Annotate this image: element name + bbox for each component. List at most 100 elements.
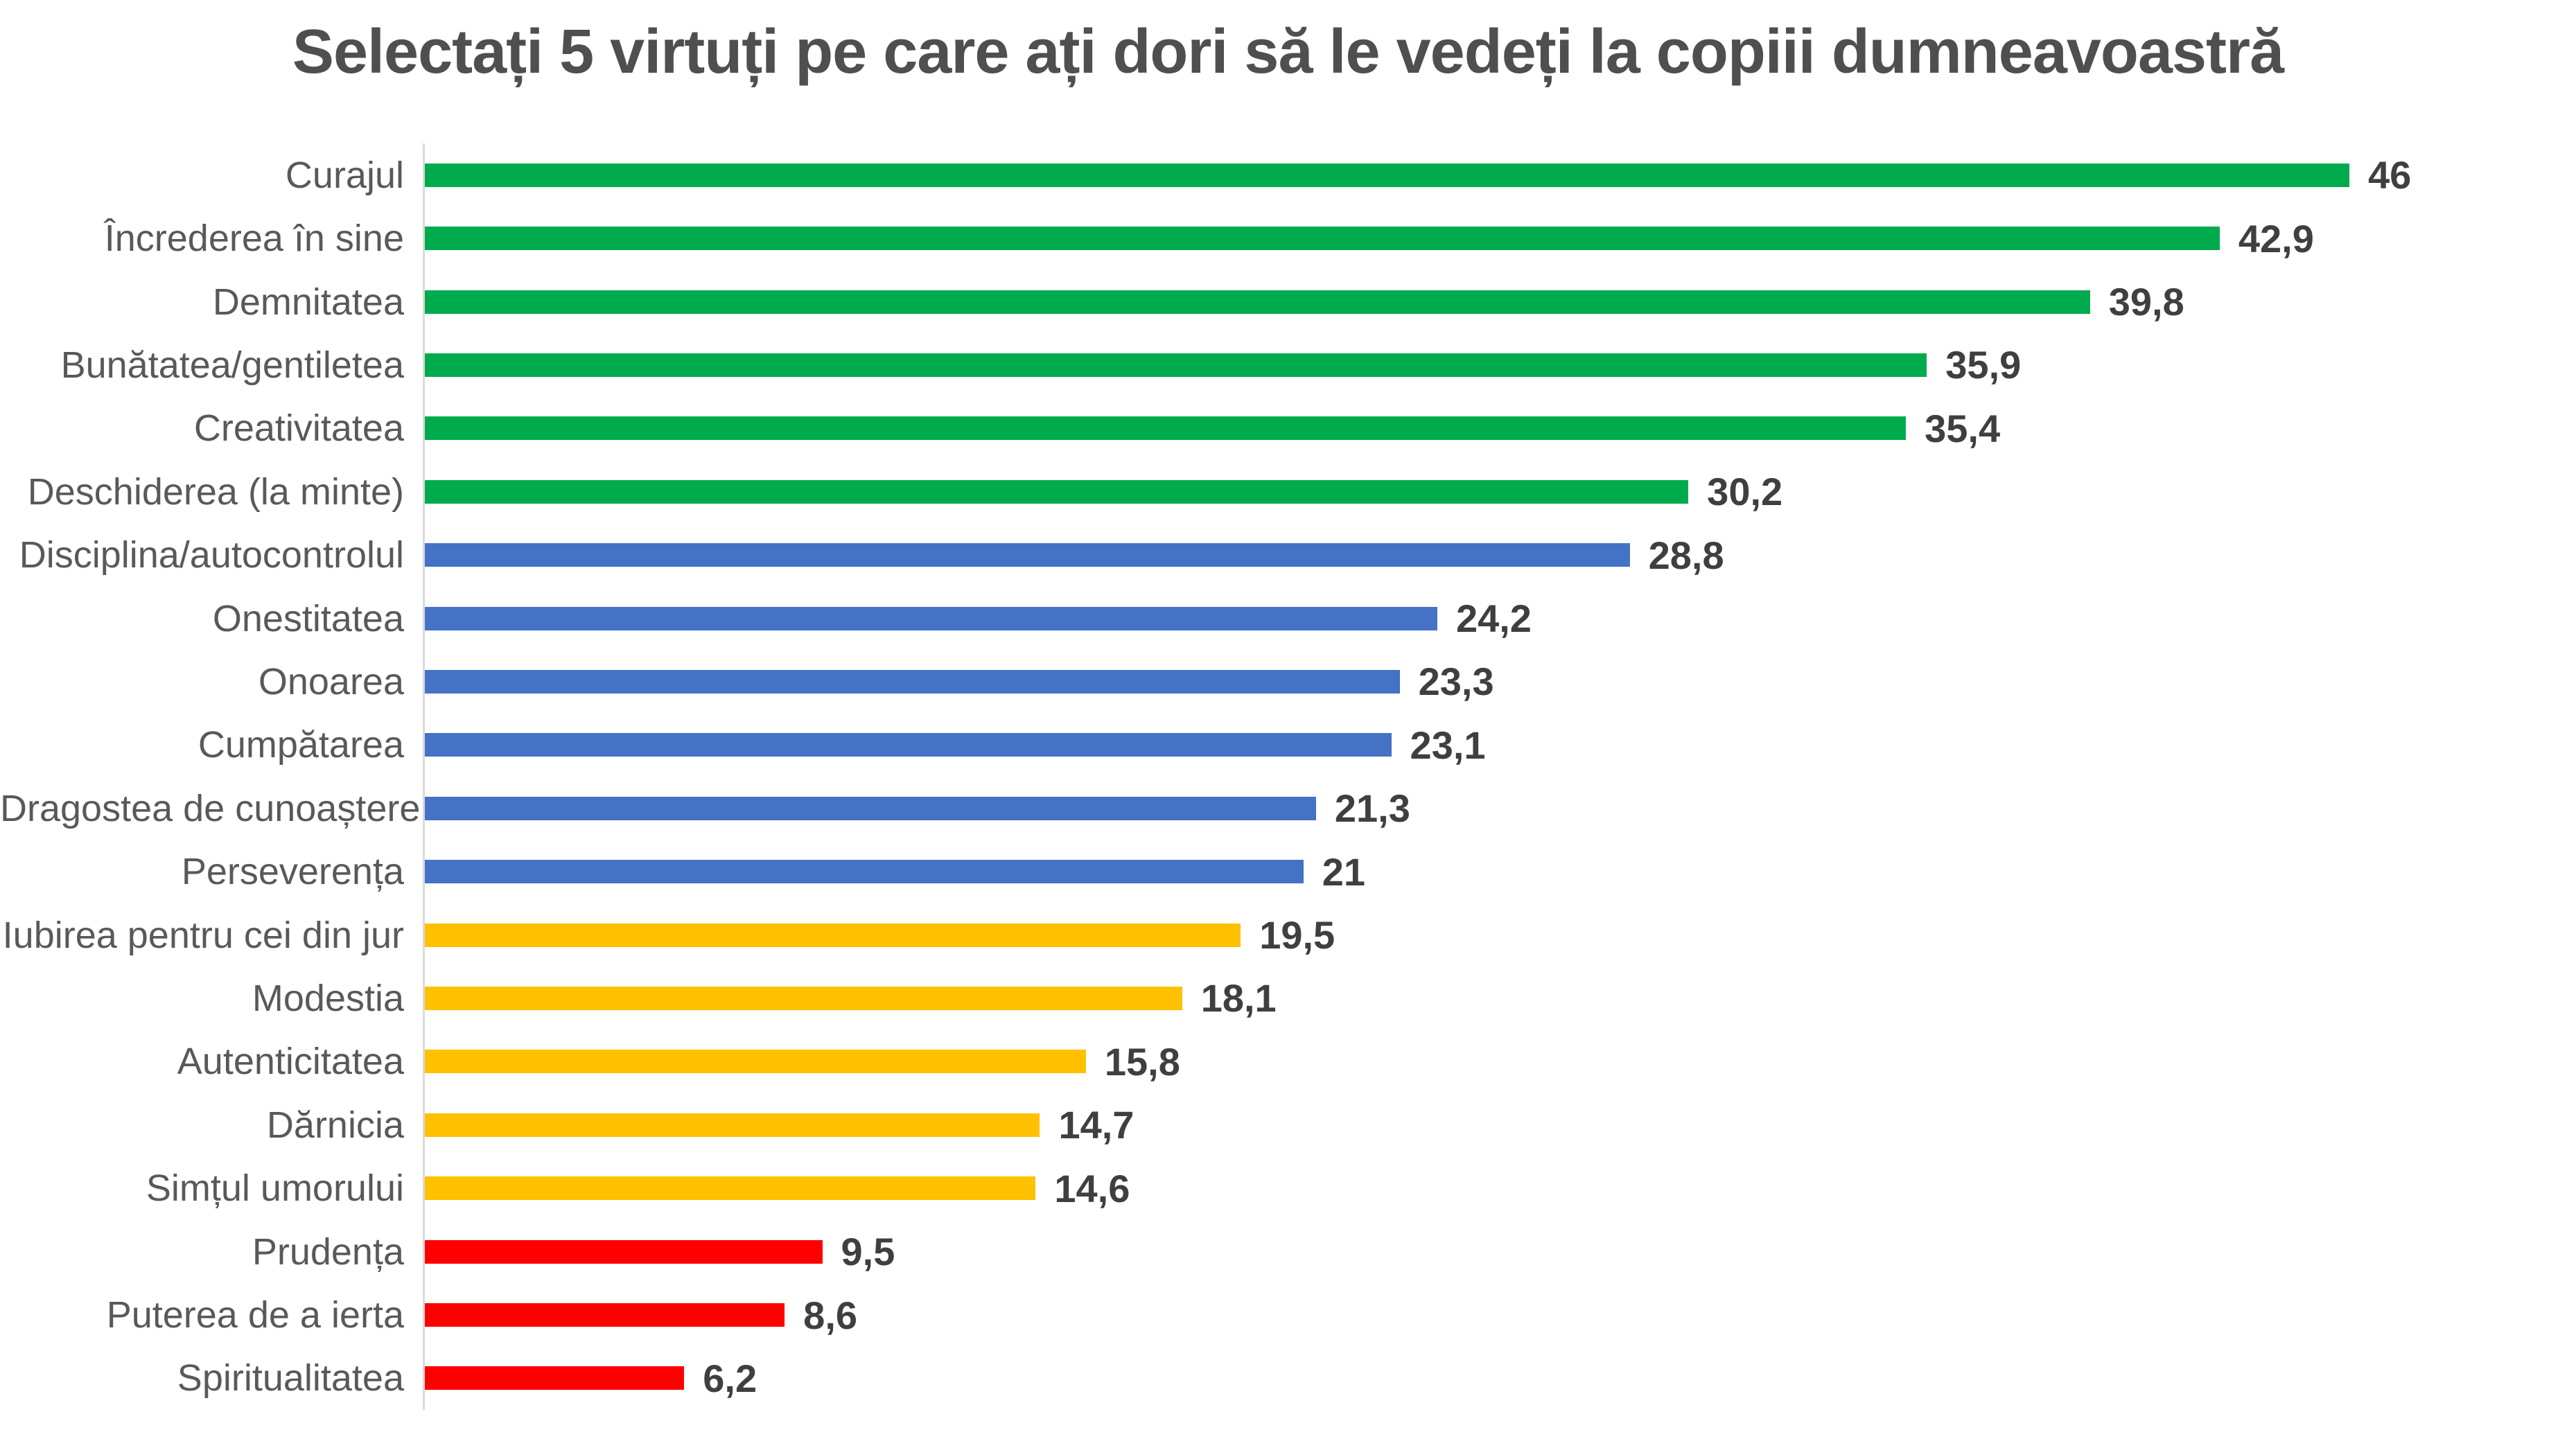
bar [425,733,1392,757]
bar [425,543,1630,567]
value-label: 8,6 [803,1293,858,1337]
bar [425,1050,1086,1074]
bar-row: Iubirea pentru cei din jur 19,5 [0,903,2576,967]
value-label: 30,2 [1707,470,1783,514]
value-label: 42,9 [2238,216,2314,261]
bar [425,923,1241,947]
bar-row: Creativitatea 35,4 [0,396,2576,461]
bar-track: 21,3 [423,777,2576,840]
category-label: Disciplina/autocontrolul [19,534,404,576]
bar [425,1239,823,1264]
bar-track: 46 [423,143,2576,207]
bar [425,1366,685,1390]
bar [425,416,1907,441]
bar-row: Onestitatea 24,2 [0,586,2576,651]
value-label: 14,6 [1054,1166,1130,1210]
bar-track: 35,4 [423,396,2576,461]
category-label: Spiritualitatea [177,1357,404,1400]
bar-row: Spiritualitatea 6,2 [0,1346,2576,1411]
bar-track: 23,3 [423,650,2576,714]
bar-row: Deschiderea (la minte) 30,2 [0,460,2576,524]
bar-row: Curajul 46 [0,143,2576,207]
bar [425,1113,1040,1137]
bar-track: 15,8 [423,1030,2576,1094]
bar-track: 8,6 [423,1283,2576,1347]
bar [425,227,2220,251]
value-label: 18,1 [1200,976,1277,1021]
bar-row: Simțul umorului 14,6 [0,1156,2576,1220]
value-label: 14,7 [1058,1103,1134,1147]
bar [425,163,2350,187]
bar-track: 21 [423,840,2576,903]
category-label: Iubirea pentru cei din jur [2,914,404,956]
category-label: Creativitatea [193,407,404,450]
category-label: Puterea de a ierta [106,1294,404,1336]
bar-track: 6,2 [423,1346,2576,1411]
category-label: Deschiderea (la minte) [27,470,404,513]
value-label: 28,8 [1648,533,1724,577]
category-label: Simțul umorului [146,1167,404,1210]
value-label: 15,8 [1104,1039,1180,1084]
bar-row: Dragostea de cunoaștere 21,3 [0,777,2576,840]
bar [425,1176,1036,1201]
category-label: Cumpătarea [198,724,404,766]
category-label: Autenticitatea [177,1041,404,1083]
category-label: Onestitatea [212,597,404,639]
bar [425,796,1316,820]
bar [425,1303,785,1327]
category-label: Curajul [285,154,404,196]
bar-row: Puterea de a ierta 8,6 [0,1283,2576,1347]
bar [425,606,1437,630]
category-label: Modestia [252,977,404,1019]
bar-row: Modestia 18,1 [0,966,2576,1030]
bar-row: Bunătatea/gentiletea 35,9 [0,333,2576,397]
bar-row: Dărnicia 14,7 [0,1093,2576,1157]
category-label: Prudența [252,1230,404,1273]
bar [425,860,1304,884]
bar-row: Prudența 9,5 [0,1219,2576,1284]
bar [425,290,2090,314]
value-label: 35,9 [1945,343,2022,387]
bar-row: Autenticitatea 15,8 [0,1030,2576,1094]
bar-track: 28,8 [423,523,2576,587]
value-label: 19,5 [1259,913,1335,957]
bar-row: Demnitatea 39,8 [0,270,2576,334]
bar-row: Perseverența 21 [0,840,2576,903]
value-label: 23,1 [1410,723,1486,767]
value-label: 46 [2368,153,2412,197]
category-label: Onoarea [258,660,404,703]
bar-row: Cumpătarea 23,1 [0,713,2576,777]
bar-row: Încrederea în sine 42,9 [0,206,2576,270]
plot-area: Curajul 46 Încrederea în sine 42,9 Demni… [0,143,2576,1411]
bar-track: 30,2 [423,460,2576,524]
bar [425,353,1927,377]
value-label: 21,3 [1334,786,1410,831]
bar [425,479,1689,504]
bar-track: 35,9 [423,333,2576,397]
bar [425,669,1400,694]
bar-row: Onoarea 23,3 [0,650,2576,714]
bar [425,986,1182,1010]
bar-track: 18,1 [423,966,2576,1030]
category-label: Bunătatea/gentiletea [60,344,404,386]
chart-title: Selectați 5 virtuți pe care ați dori să … [292,17,2284,87]
bar-track: 24,2 [423,586,2576,651]
bar-track: 42,9 [423,206,2576,270]
bar-track: 14,6 [423,1156,2576,1220]
bar-track: 19,5 [423,903,2576,967]
bar-track: 9,5 [423,1219,2576,1284]
bar-track: 39,8 [423,270,2576,334]
category-label: Dragostea de cunoaștere [0,787,421,829]
category-label: Perseverența [181,851,404,893]
value-label: 35,4 [1925,406,2001,450]
bar-row: Disciplina/autocontrolul 28,8 [0,523,2576,587]
value-label: 24,2 [1455,597,1532,641]
value-label: 39,8 [2108,280,2184,324]
value-label: 23,3 [1418,660,1494,704]
bar-track: 23,1 [423,713,2576,777]
value-label: 9,5 [841,1230,895,1274]
value-label: 21 [1322,849,1366,894]
category-label: Demnitatea [212,281,404,323]
category-label: Dărnicia [266,1104,404,1146]
category-label: Încrederea în sine [104,218,404,260]
